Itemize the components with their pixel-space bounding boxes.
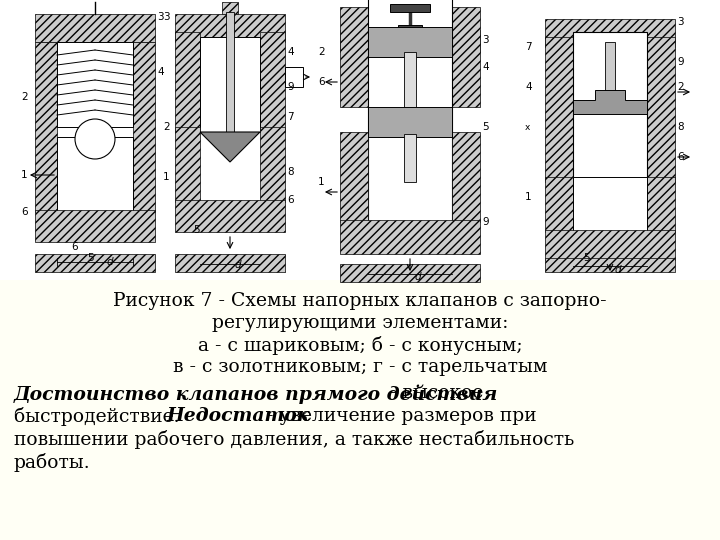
Text: 6: 6 — [71, 242, 78, 252]
Bar — [260, 127, 285, 202]
Text: 2: 2 — [163, 122, 170, 132]
Text: Достоинство клапанов прямого действия: Достоинство клапанов прямого действия — [14, 384, 498, 403]
Bar — [573, 177, 647, 232]
Bar — [368, 0, 452, 222]
Bar — [340, 132, 368, 222]
Text: 7: 7 — [525, 42, 531, 52]
Bar — [340, 7, 368, 107]
Text: 7: 7 — [287, 112, 294, 122]
Bar — [545, 19, 675, 47]
Bar — [175, 127, 200, 202]
Text: 9: 9 — [677, 57, 683, 67]
Text: 6: 6 — [677, 152, 683, 162]
Text: 2: 2 — [21, 92, 27, 102]
Bar — [175, 14, 285, 42]
Text: 8: 8 — [677, 122, 683, 132]
Text: 2: 2 — [677, 82, 683, 92]
Bar — [200, 37, 260, 132]
Bar — [404, 134, 416, 182]
Bar — [0, 0, 720, 280]
Text: регулирующими элементами:: регулирующими элементами: — [212, 314, 508, 332]
Bar — [175, 200, 285, 232]
Text: 8: 8 — [287, 167, 294, 177]
Bar — [647, 37, 675, 182]
Text: 4: 4 — [157, 67, 163, 77]
Bar — [545, 177, 573, 232]
Circle shape — [75, 119, 115, 159]
Bar — [57, 42, 133, 127]
Bar — [260, 32, 285, 132]
Bar — [222, 2, 238, 14]
Bar — [545, 37, 573, 182]
Text: 9: 9 — [482, 217, 489, 227]
Text: 5: 5 — [193, 225, 199, 235]
Bar — [545, 230, 675, 260]
Polygon shape — [573, 90, 647, 114]
Text: x: x — [525, 123, 531, 132]
Bar — [35, 14, 155, 42]
Text: 6: 6 — [21, 207, 27, 217]
Bar — [175, 32, 200, 132]
Bar — [647, 177, 675, 232]
Text: а - с шариковым; б - с конусным;: а - с шариковым; б - с конусным; — [198, 336, 522, 355]
Text: 3: 3 — [677, 17, 683, 27]
Bar — [545, 258, 675, 272]
Bar — [35, 254, 155, 272]
Text: 1: 1 — [318, 177, 325, 187]
Text: Рисунок 7 - Схемы напорных клапанов с запорно-: Рисунок 7 - Схемы напорных клапанов с за… — [113, 292, 607, 310]
Bar — [390, 4, 430, 12]
Text: d: d — [107, 257, 114, 267]
Text: 1: 1 — [525, 192, 531, 202]
Text: 4: 4 — [525, 82, 531, 92]
Bar — [398, 25, 422, 30]
Bar — [573, 32, 647, 182]
Text: 1: 1 — [21, 170, 27, 180]
Text: 2: 2 — [318, 47, 325, 57]
Bar — [35, 210, 155, 242]
Bar — [285, 67, 303, 87]
Text: 4: 4 — [482, 62, 489, 72]
Bar — [368, 27, 452, 57]
Bar — [35, 42, 57, 212]
Text: быстродействие.: быстродействие. — [14, 407, 186, 426]
Bar — [404, 52, 416, 107]
Polygon shape — [200, 132, 260, 162]
Text: повышении рабочего давления, а также нестабильность: повышении рабочего давления, а также нес… — [14, 430, 575, 449]
Text: 5: 5 — [583, 253, 590, 263]
Text: 3: 3 — [163, 12, 170, 22]
Text: в - с золотниковым; г - с тарельчатым: в - с золотниковым; г - с тарельчатым — [173, 358, 547, 376]
Text: 1: 1 — [163, 172, 170, 182]
Text: d: d — [615, 265, 621, 275]
Bar — [226, 12, 234, 132]
Bar — [605, 42, 615, 112]
Text: 4: 4 — [287, 47, 294, 57]
Text: 6: 6 — [318, 77, 325, 87]
Bar — [368, 107, 452, 137]
Text: 6: 6 — [287, 195, 294, 205]
Text: - увеличение размеров при: - увеличение размеров при — [261, 407, 536, 425]
Bar — [175, 254, 285, 272]
Text: - высокое: - высокое — [384, 384, 483, 402]
Text: d: d — [235, 260, 242, 270]
Bar — [57, 137, 133, 212]
Text: работы.: работы. — [14, 453, 91, 472]
Text: d: d — [415, 272, 422, 282]
Text: 9: 9 — [287, 82, 294, 92]
Bar — [452, 7, 480, 107]
Bar — [340, 264, 480, 282]
Text: 5: 5 — [482, 122, 489, 132]
Text: 5: 5 — [87, 253, 94, 263]
Bar — [452, 132, 480, 222]
Bar — [340, 220, 480, 254]
Text: 3: 3 — [482, 35, 489, 45]
Text: Недостаток: Недостаток — [166, 407, 310, 425]
Bar — [133, 42, 155, 212]
Bar — [340, 30, 480, 52]
Text: 3: 3 — [157, 12, 163, 22]
